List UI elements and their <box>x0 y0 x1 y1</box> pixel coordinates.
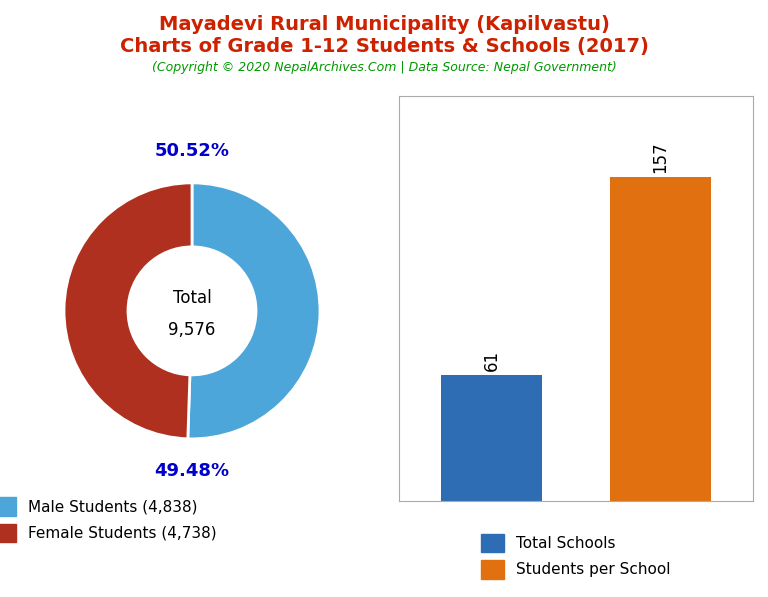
Wedge shape <box>64 183 192 439</box>
Text: Charts of Grade 1-12 Students & Schools (2017): Charts of Grade 1-12 Students & Schools … <box>120 37 648 56</box>
Text: 9,576: 9,576 <box>168 321 216 339</box>
Legend: Total Schools, Students per School: Total Schools, Students per School <box>477 529 675 583</box>
Text: (Copyright © 2020 NepalArchives.Com | Data Source: Nepal Government): (Copyright © 2020 NepalArchives.Com | Da… <box>151 61 617 74</box>
Text: 50.52%: 50.52% <box>154 142 230 160</box>
Bar <box>442 376 542 501</box>
Text: 49.48%: 49.48% <box>154 462 230 480</box>
Legend: Male Students (4,838), Female Students (4,738): Male Students (4,838), Female Students (… <box>0 493 221 547</box>
Text: 157: 157 <box>651 141 669 173</box>
Bar <box>610 177 710 501</box>
Text: Mayadevi Rural Municipality (Kapilvastu): Mayadevi Rural Municipality (Kapilvastu) <box>158 15 610 34</box>
Text: 61: 61 <box>483 350 501 371</box>
Text: Total: Total <box>173 289 211 307</box>
Wedge shape <box>188 183 320 439</box>
